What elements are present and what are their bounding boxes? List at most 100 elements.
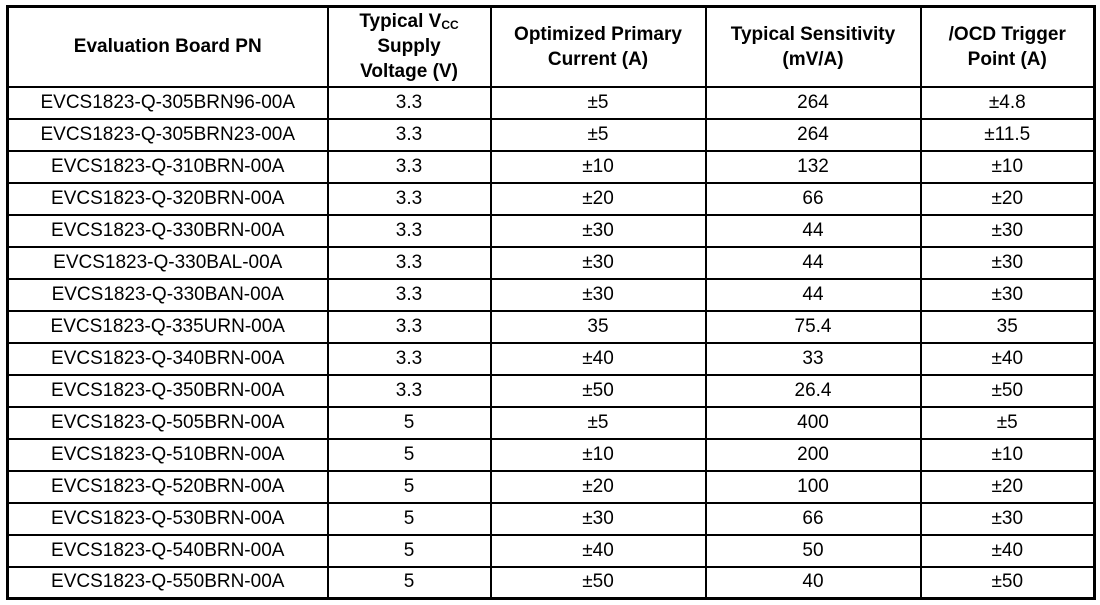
cell-sensitivity: 44 bbox=[704, 213, 922, 248]
table-row: EVCS1823-Q-350BRN-00A 3.3 ±50 26.4 ±50 bbox=[6, 373, 1096, 408]
table-row: EVCS1823-Q-305BRN23-00A 3.3 ±5 264 ±11.5 bbox=[6, 117, 1096, 152]
cell-ocd-trigger: ±30 bbox=[919, 213, 1096, 248]
cell-ocd-trigger: 35 bbox=[919, 309, 1096, 344]
cell-ocd-trigger: ±40 bbox=[919, 341, 1096, 376]
cell-ocd-trigger: ±50 bbox=[919, 565, 1096, 600]
column-header-board-pn: Evaluation Board PN bbox=[6, 5, 329, 88]
table-row: EVCS1823-Q-330BRN-00A 3.3 ±30 44 ±30 bbox=[6, 213, 1096, 248]
cell-ocd-trigger: ±10 bbox=[919, 149, 1096, 184]
cell-primary-current: ±30 bbox=[489, 277, 707, 312]
header-text: Typical V bbox=[359, 11, 442, 33]
cell-sensitivity: 44 bbox=[704, 277, 922, 312]
cell-primary-current: ±10 bbox=[489, 149, 707, 184]
cell-board-pn: EVCS1823-Q-550BRN-00A bbox=[6, 565, 329, 600]
header-text-line: Typical Sensitivity bbox=[730, 23, 896, 45]
cell-primary-current: ±5 bbox=[489, 117, 707, 152]
header-text-line: Typical VCC bbox=[333, 9, 486, 34]
cell-board-pn: EVCS1823-Q-340BRN-00A bbox=[6, 341, 329, 376]
cell-sensitivity: 44 bbox=[704, 245, 922, 280]
cell-vcc-voltage: 5 bbox=[326, 565, 492, 600]
table-row: EVCS1823-Q-340BRN-00A 3.3 ±40 33 ±40 bbox=[6, 341, 1096, 376]
cell-primary-current: ±30 bbox=[489, 501, 707, 536]
cell-primary-current: ±20 bbox=[489, 469, 707, 504]
cell-vcc-voltage: 3.3 bbox=[326, 149, 492, 184]
cell-ocd-trigger: ±4.8 bbox=[919, 85, 1096, 120]
cell-board-pn: EVCS1823-Q-530BRN-00A bbox=[6, 501, 329, 536]
header-text: Evaluation Board PN bbox=[73, 36, 262, 58]
column-header-vcc-supply-voltage: Typical VCC Supply Voltage (V) bbox=[326, 5, 492, 88]
header-row: Evaluation Board PN Typical VCC Supply V… bbox=[6, 5, 1096, 88]
cell-ocd-trigger: ±30 bbox=[919, 245, 1096, 280]
table-row: EVCS1823-Q-305BRN96-00A 3.3 ±5 264 ±4.8 bbox=[6, 85, 1096, 120]
cell-primary-current: ±10 bbox=[489, 437, 707, 472]
cell-board-pn: EVCS1823-Q-335URN-00A bbox=[6, 309, 329, 344]
cell-board-pn: EVCS1823-Q-505BRN-00A bbox=[6, 405, 329, 440]
table-header: Evaluation Board PN Typical VCC Supply V… bbox=[6, 5, 1096, 88]
table-row: EVCS1823-Q-550BRN-00A 5 ±50 40 ±50 bbox=[6, 565, 1096, 600]
cell-sensitivity: 26.4 bbox=[704, 373, 922, 408]
cell-primary-current: ±5 bbox=[489, 85, 707, 120]
table-row: EVCS1823-Q-330BAN-00A 3.3 ±30 44 ±30 bbox=[6, 277, 1096, 312]
cell-board-pn: EVCS1823-Q-305BRN23-00A bbox=[6, 117, 329, 152]
evaluation-board-spec-table: Evaluation Board PN Typical VCC Supply V… bbox=[6, 5, 1096, 600]
cell-board-pn: EVCS1823-Q-320BRN-00A bbox=[6, 181, 329, 216]
cell-ocd-trigger: ±10 bbox=[919, 437, 1096, 472]
table-row: EVCS1823-Q-540BRN-00A 5 ±40 50 ±40 bbox=[6, 533, 1096, 568]
cell-board-pn: EVCS1823-Q-510BRN-00A bbox=[6, 437, 329, 472]
table-row: EVCS1823-Q-510BRN-00A 5 ±10 200 ±10 bbox=[6, 437, 1096, 472]
cell-vcc-voltage: 3.3 bbox=[326, 277, 492, 312]
cell-sensitivity: 264 bbox=[704, 117, 922, 152]
cell-vcc-voltage: 3.3 bbox=[326, 245, 492, 280]
cell-ocd-trigger: ±30 bbox=[919, 277, 1096, 312]
cell-primary-current: ±40 bbox=[489, 341, 707, 376]
cell-primary-current: ±5 bbox=[489, 405, 707, 440]
cell-sensitivity: 33 bbox=[704, 341, 922, 376]
header-text-line: Supply bbox=[377, 36, 441, 58]
table-row: EVCS1823-Q-530BRN-00A 5 ±30 66 ±30 bbox=[6, 501, 1096, 536]
cell-vcc-voltage: 3.3 bbox=[326, 341, 492, 376]
cell-ocd-trigger: ±20 bbox=[919, 181, 1096, 216]
cell-vcc-voltage: 3.3 bbox=[326, 213, 492, 248]
cell-ocd-trigger: ±20 bbox=[919, 469, 1096, 504]
header-text-line: Current (A) bbox=[547, 48, 649, 70]
cell-vcc-voltage: 3.3 bbox=[326, 85, 492, 120]
cell-board-pn: EVCS1823-Q-305BRN96-00A bbox=[6, 85, 329, 120]
cell-sensitivity: 50 bbox=[704, 533, 922, 568]
cell-sensitivity: 200 bbox=[704, 437, 922, 472]
table-row: EVCS1823-Q-310BRN-00A 3.3 ±10 132 ±10 bbox=[6, 149, 1096, 184]
cell-sensitivity: 40 bbox=[704, 565, 922, 600]
cell-ocd-trigger: ±11.5 bbox=[919, 117, 1096, 152]
cell-primary-current: 35 bbox=[489, 309, 707, 344]
cell-board-pn: EVCS1823-Q-330BAL-00A bbox=[6, 245, 329, 280]
cell-board-pn: EVCS1823-Q-330BAN-00A bbox=[6, 277, 329, 312]
vcc-subscript: CC bbox=[441, 18, 459, 33]
table-row: EVCS1823-Q-330BAL-00A 3.3 ±30 44 ±30 bbox=[6, 245, 1096, 280]
cell-vcc-voltage: 5 bbox=[326, 533, 492, 568]
header-text-line: Point (A) bbox=[967, 48, 1047, 70]
cell-primary-current: ±40 bbox=[489, 533, 707, 568]
table-body: EVCS1823-Q-305BRN96-00A 3.3 ±5 264 ±4.8 … bbox=[6, 85, 1096, 600]
cell-primary-current: ±50 bbox=[489, 565, 707, 600]
cell-board-pn: EVCS1823-Q-520BRN-00A bbox=[6, 469, 329, 504]
cell-primary-current: ±20 bbox=[489, 181, 707, 216]
table-row: EVCS1823-Q-505BRN-00A 5 ±5 400 ±5 bbox=[6, 405, 1096, 440]
cell-board-pn: EVCS1823-Q-350BRN-00A bbox=[6, 373, 329, 408]
cell-vcc-voltage: 5 bbox=[326, 437, 492, 472]
table-row: EVCS1823-Q-335URN-00A 3.3 35 75.4 35 bbox=[6, 309, 1096, 344]
cell-primary-current: ±30 bbox=[489, 245, 707, 280]
cell-board-pn: EVCS1823-Q-310BRN-00A bbox=[6, 149, 329, 184]
cell-vcc-voltage: 5 bbox=[326, 405, 492, 440]
table-row: EVCS1823-Q-520BRN-00A 5 ±20 100 ±20 bbox=[6, 469, 1096, 504]
header-text-line: Optimized Primary bbox=[514, 23, 682, 45]
cell-vcc-voltage: 5 bbox=[326, 501, 492, 536]
header-text-line: Voltage (V) bbox=[360, 61, 458, 83]
cell-sensitivity: 400 bbox=[704, 405, 922, 440]
cell-ocd-trigger: ±40 bbox=[919, 533, 1096, 568]
column-header-sensitivity: Typical Sensitivity (mV/A) bbox=[704, 5, 922, 88]
table-row: EVCS1823-Q-320BRN-00A 3.3 ±20 66 ±20 bbox=[6, 181, 1096, 216]
cell-ocd-trigger: ±5 bbox=[919, 405, 1096, 440]
header-text-line: (mV/A) bbox=[782, 48, 844, 70]
cell-ocd-trigger: ±50 bbox=[919, 373, 1096, 408]
cell-board-pn: EVCS1823-Q-330BRN-00A bbox=[6, 213, 329, 248]
